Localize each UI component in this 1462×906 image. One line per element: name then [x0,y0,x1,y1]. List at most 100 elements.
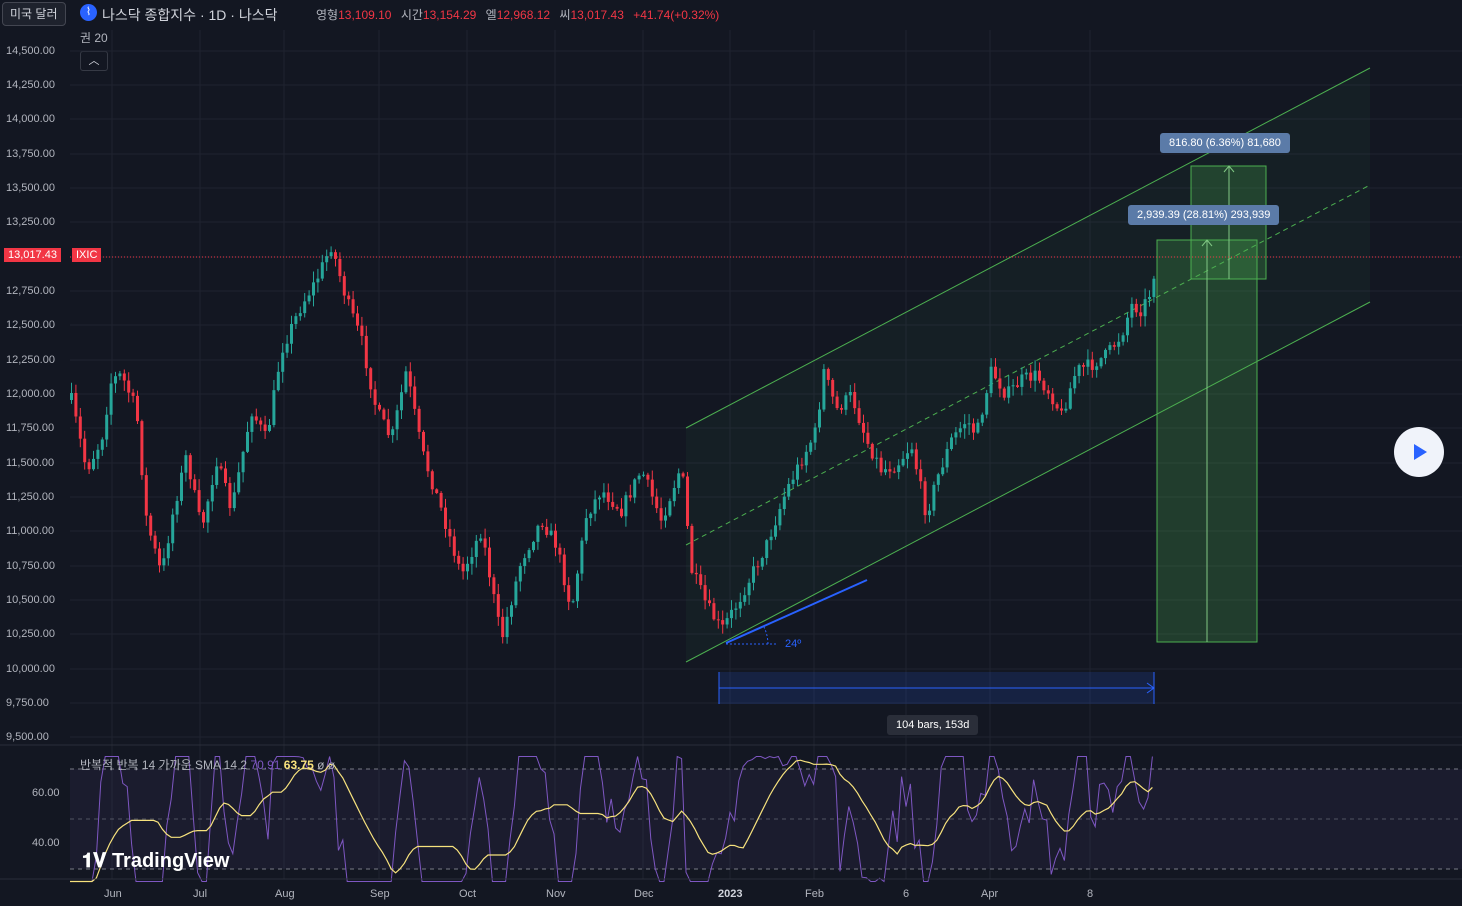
rsi-legend-label: 반복적 반복 14 가까운 SMA 14 2 [80,758,248,772]
candle-body [303,301,307,314]
candle-body [1064,408,1068,411]
high-value: 13,154.29 [422,8,477,22]
date-range-label[interactable]: 104 bars, 153d [887,715,979,735]
candle-body [796,464,799,480]
candle-body [716,619,720,621]
candle-body [620,508,623,517]
candle-body [474,540,478,557]
candle-body [628,495,632,498]
time-label: Oct [459,888,477,900]
candle-body [78,416,82,439]
candle-body [562,554,566,586]
rsi-sma-line [70,759,1153,883]
current-price-tag: 13,017.43 [4,248,61,262]
candle-body [206,501,210,523]
candle-body [74,393,78,417]
time-label: Nov [546,888,566,900]
price-label: 11,250.00 [6,491,55,503]
candle-body [589,513,593,519]
candle-body [127,380,131,393]
measure-arrowhead-upper [1223,165,1235,173]
candle-body [1051,393,1055,405]
candle-body [919,469,923,482]
candle-body [219,466,223,469]
candle-body [584,518,588,541]
candle-body [422,431,425,452]
candle-body [162,558,166,566]
candle-body [369,368,373,390]
candle-body [906,453,909,459]
candle-body [351,299,355,314]
currency-button[interactable]: 미국 달러 [2,2,66,26]
candle-body [184,455,188,473]
candle-body [730,609,733,619]
candle-body [158,548,161,566]
candle-body [281,352,285,372]
price-label: 14,000.00 [6,113,55,125]
candle-body [312,282,315,296]
candle-body [523,558,527,567]
candle-body [989,366,993,394]
candle-body [536,525,540,542]
channel-mid-line[interactable] [685,184,1371,546]
candle-body [822,369,826,410]
measure-box-lower[interactable] [1156,239,1258,643]
price-label: 12,250.00 [6,354,55,366]
trend-angle-line[interactable] [725,579,868,644]
candle-body [510,605,513,617]
chart-grid [70,30,1462,879]
price-label: 10,500.00 [6,594,55,606]
candle-body [171,514,175,544]
candle-body [334,252,337,259]
candle-body [114,376,117,384]
candle-body [109,383,113,415]
ohlc-readout: 영형13,109.10 시간13,154.29 엘12,968.12 씨13,0… [316,6,725,23]
channel-lower-line[interactable] [685,301,1371,663]
candle-body [329,252,333,257]
candle-body [122,373,126,381]
candle-body [400,392,403,411]
candle-body [391,429,395,436]
channel-upper-line[interactable] [685,67,1371,429]
candle-body [606,492,610,502]
candle-body [804,451,808,466]
candle-body [298,313,302,317]
tradingview-logo[interactable]: 𝟏𝐕 TradingView [82,850,229,873]
candle-body [1099,358,1103,367]
collapse-legend-button[interactable]: ︿ [80,51,108,71]
symbol-title[interactable]: 나스닥 종합지수 · 1D · 나스닥 [102,7,278,23]
candle-body [1068,388,1072,409]
price-label: 9,500.00 [6,731,49,743]
candle-body [826,369,830,380]
candle-body [1042,380,1046,391]
candle-body [272,390,276,425]
candle-body [232,492,236,509]
price-label: 9,750.00 [6,697,49,709]
open-label: 영형 [316,8,339,22]
high-label: 시간 [400,8,423,22]
rsi-line [70,755,1153,883]
candle-body [699,574,703,586]
candle-body [659,508,663,521]
candle-body [100,439,104,450]
candles [70,246,1156,644]
trend-angle-label: 24º [785,638,801,650]
rsi-axis-label: 60.00 [32,787,60,799]
candle-body [615,506,619,509]
replay-play-button[interactable] [1394,427,1444,477]
measure-upper-label[interactable]: 816.80 (6.36%) 81,680 [1160,133,1290,153]
candle-body [518,566,522,582]
rsi-legend[interactable]: 반복적 반복 14 가까운 SMA 14 2 70.91 63.75 ø ø [80,756,335,773]
candle-body [686,476,689,526]
candle-body [778,509,782,526]
measure-lower-label[interactable]: 2,939.39 (28.81%) 293,939 [1128,205,1280,225]
candle-body [404,371,408,393]
candle-body [254,416,258,421]
candle-body [884,469,887,473]
low-value: 12,968.12 [496,8,551,22]
date-range-box[interactable] [719,672,1154,704]
candle-body [1134,303,1138,313]
rsi-value: 70.91 [250,758,281,772]
candle-body [567,585,571,602]
candle-body [259,420,263,425]
